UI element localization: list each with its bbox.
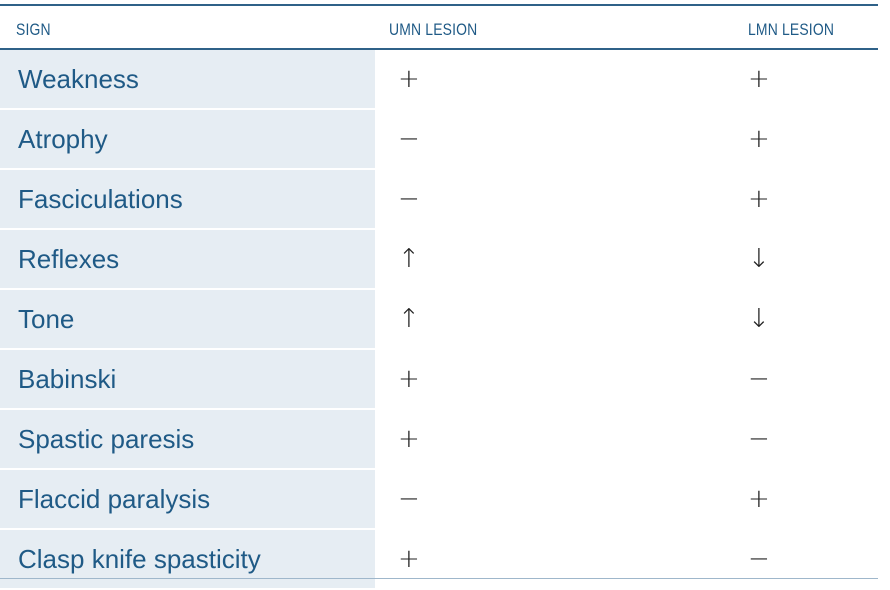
sign-cell: Reflexes xyxy=(0,230,375,288)
table-row: Flaccid paralysis − + xyxy=(0,470,878,528)
lmn-value-cell: + xyxy=(748,484,770,514)
sign-cell: Flaccid paralysis xyxy=(0,470,375,528)
table-row: Weakness + + xyxy=(0,50,878,108)
sign-cell: Weakness xyxy=(0,50,375,108)
table-top-rule xyxy=(0,4,878,6)
umn-value-cell: ↑ xyxy=(398,244,420,274)
umn-value-cell: + xyxy=(398,364,420,394)
umn-value-cell: − xyxy=(398,484,420,514)
table-row: Atrophy − + xyxy=(0,110,878,168)
table-row: Tone ↑ ↓ xyxy=(0,290,878,348)
table-row: Fasciculations − + xyxy=(0,170,878,228)
table-body: Weakness + + Atrophy − + Fasciculations … xyxy=(0,50,878,590)
table-row: Spastic paresis + − xyxy=(0,410,878,468)
lmn-value-cell: + xyxy=(748,124,770,154)
sign-cell: Clasp knife spasticity xyxy=(0,530,375,588)
umn-value-cell: + xyxy=(398,64,420,94)
umn-value-cell: − xyxy=(398,124,420,154)
lmn-value-cell: ↓ xyxy=(748,304,770,334)
lmn-value-cell: ↓ xyxy=(748,244,770,274)
lmn-value-cell: − xyxy=(748,364,770,394)
table-bottom-rule xyxy=(0,578,878,579)
lmn-value-cell: − xyxy=(748,544,770,574)
lmn-value-cell: − xyxy=(748,424,770,454)
sign-cell: Fasciculations xyxy=(0,170,375,228)
header-sign: SIGN xyxy=(16,20,51,39)
lmn-value-cell: + xyxy=(748,64,770,94)
sign-cell: Spastic paresis xyxy=(0,410,375,468)
umn-value-cell: + xyxy=(398,544,420,574)
sign-cell: Tone xyxy=(0,290,375,348)
table-row: Clasp knife spasticity + − xyxy=(0,530,878,588)
table-row: Reflexes ↑ ↓ xyxy=(0,230,878,288)
header-umn-lesion: UMN LESION xyxy=(389,20,478,39)
sign-cell: Atrophy xyxy=(0,110,375,168)
umn-value-cell: ↑ xyxy=(398,304,420,334)
umn-value-cell: + xyxy=(398,424,420,454)
header-lmn-lesion: LMN LESION xyxy=(748,20,835,39)
lmn-value-cell: + xyxy=(748,184,770,214)
umn-value-cell: − xyxy=(398,184,420,214)
table-header-row: SIGN UMN LESION LMN LESION xyxy=(0,6,878,50)
sign-cell: Babinski xyxy=(0,350,375,408)
table-row: Babinski + − xyxy=(0,350,878,408)
